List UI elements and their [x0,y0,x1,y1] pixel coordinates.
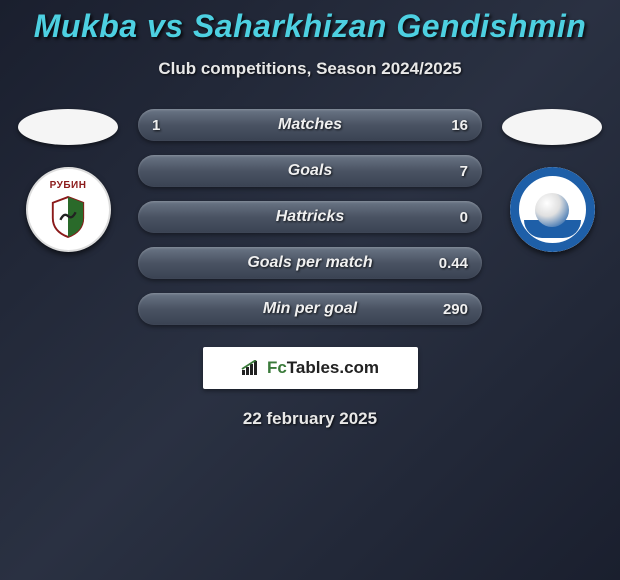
stat-bar: 1 Matches 16 [138,109,482,141]
page-title: Mukba vs Saharkhizan Gendishmin [0,8,620,45]
date: 22 february 2025 [0,409,620,429]
ball-icon [535,193,569,227]
bar-label: Hattricks [276,208,344,226]
bar-left-value: 1 [152,117,160,134]
right-side [492,109,612,252]
bar-label: Matches [278,116,342,134]
bar-right-value: 0.44 [439,255,468,272]
left-side: РУБИН [8,109,128,252]
left-flag [18,109,118,145]
stat-bar: Goals 7 [138,155,482,187]
bar-right-value: 0 [460,209,468,226]
right-flag [502,109,602,145]
logo-text: FcTables.com [267,358,379,378]
bar-right-value: 290 [443,301,468,318]
comparison-main: РУБИН 1 Matches 16 Goals 7 [0,109,620,339]
stat-bar: Hattricks 0 [138,201,482,233]
shield-icon [49,195,87,239]
bar-label: Min per goal [263,300,357,318]
bar-right-value: 7 [460,163,468,180]
stat-bar: Min per goal 290 [138,293,482,325]
subtitle: Club competitions, Season 2024/2025 [0,59,620,79]
chart-icon [241,360,261,376]
badge-left-text: РУБИН [50,180,87,191]
bar-right-value: 16 [451,117,468,134]
bar-label: Goals [288,162,332,180]
left-team-badge: РУБИН [26,167,111,252]
right-team-badge [510,167,595,252]
stat-bars: 1 Matches 16 Goals 7 Hattricks 0 Goals p… [128,109,492,339]
bar-label: Goals per match [247,254,372,272]
site-logo: FcTables.com [203,347,418,389]
stat-bar: Goals per match 0.44 [138,247,482,279]
